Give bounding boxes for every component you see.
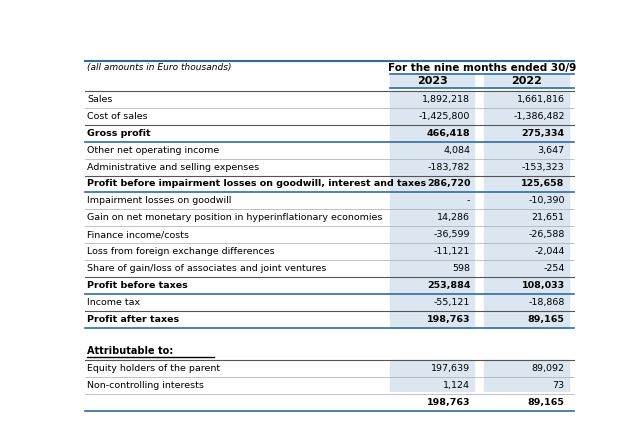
Text: 275,334: 275,334 <box>522 129 564 138</box>
Bar <box>390 108 474 124</box>
Text: 21,651: 21,651 <box>532 213 564 222</box>
Text: (all amounts in Euro thousands): (all amounts in Euro thousands) <box>88 64 232 72</box>
Bar <box>484 377 568 394</box>
Text: Income tax: Income tax <box>88 299 141 307</box>
Bar <box>484 158 568 176</box>
Bar <box>484 176 568 192</box>
Text: 125,658: 125,658 <box>521 179 564 188</box>
Text: Sales: Sales <box>88 95 113 104</box>
Text: 89,165: 89,165 <box>528 398 564 407</box>
Text: 198,763: 198,763 <box>427 398 470 407</box>
Text: Profit after taxes: Profit after taxes <box>88 315 180 324</box>
Text: 89,092: 89,092 <box>532 364 564 373</box>
Bar <box>390 176 474 192</box>
Text: 4,084: 4,084 <box>444 146 470 154</box>
Text: Other net operating income: Other net operating income <box>88 146 220 154</box>
Bar <box>390 90 474 108</box>
Text: -36,599: -36,599 <box>434 231 470 239</box>
Text: Share of gain/loss of associates and joint ventures: Share of gain/loss of associates and joi… <box>88 265 327 273</box>
Bar <box>390 158 474 176</box>
Bar <box>390 360 474 377</box>
Bar <box>390 124 474 142</box>
Text: 73: 73 <box>552 381 564 390</box>
Bar <box>390 209 474 226</box>
Bar <box>390 277 474 294</box>
Text: 2023: 2023 <box>417 76 447 86</box>
Text: -18,868: -18,868 <box>528 299 564 307</box>
Text: Equity holders of the parent: Equity holders of the parent <box>88 364 221 373</box>
Bar <box>390 243 474 260</box>
Text: -11,121: -11,121 <box>434 247 470 256</box>
Text: -26,588: -26,588 <box>528 231 564 239</box>
Text: 108,033: 108,033 <box>522 281 564 290</box>
Text: Finance income/costs: Finance income/costs <box>88 231 189 239</box>
Bar <box>484 192 568 209</box>
Text: Administrative and selling expenses: Administrative and selling expenses <box>88 163 260 172</box>
Bar <box>390 311 474 328</box>
Bar <box>484 142 568 158</box>
Bar <box>390 226 474 243</box>
Text: 1,661,816: 1,661,816 <box>516 95 564 104</box>
Text: 1,124: 1,124 <box>444 381 470 390</box>
Bar <box>484 294 568 311</box>
Text: Gain on net monetary position in hyperinflationary economies: Gain on net monetary position in hyperin… <box>88 213 383 222</box>
Bar <box>390 192 474 209</box>
Text: Profit before taxes: Profit before taxes <box>88 281 188 290</box>
Text: 1,892,218: 1,892,218 <box>422 95 470 104</box>
Bar <box>484 124 568 142</box>
Text: 14,286: 14,286 <box>437 213 470 222</box>
Bar <box>484 260 568 277</box>
Bar <box>484 108 568 124</box>
Text: -183,782: -183,782 <box>428 163 470 172</box>
Text: -254: -254 <box>543 265 564 273</box>
Text: Loss from foreign exchange differences: Loss from foreign exchange differences <box>88 247 275 256</box>
Bar <box>484 360 568 377</box>
Text: For the nine months ended 30/9: For the nine months ended 30/9 <box>388 64 576 74</box>
Text: 598: 598 <box>452 265 470 273</box>
Text: -1,425,800: -1,425,800 <box>419 112 470 120</box>
Bar <box>484 243 568 260</box>
Text: -153,323: -153,323 <box>522 163 564 172</box>
Text: 89,165: 89,165 <box>528 315 564 324</box>
Bar <box>484 311 568 328</box>
Bar <box>390 74 474 88</box>
Text: 3,647: 3,647 <box>538 146 564 154</box>
Bar <box>484 209 568 226</box>
Bar <box>390 394 474 411</box>
Bar <box>484 277 568 294</box>
Text: 197,639: 197,639 <box>431 364 470 373</box>
Text: 466,418: 466,418 <box>427 129 470 138</box>
Text: -: - <box>467 197 470 206</box>
Text: -1,386,482: -1,386,482 <box>513 112 564 120</box>
Text: -2,044: -2,044 <box>534 247 564 256</box>
Text: 198,763: 198,763 <box>427 315 470 324</box>
Text: Impairment losses on goodwill: Impairment losses on goodwill <box>88 197 232 206</box>
Bar <box>484 394 568 411</box>
Text: 253,884: 253,884 <box>427 281 470 290</box>
Bar <box>390 294 474 311</box>
Bar <box>390 142 474 158</box>
Text: Profit before impairment losses on goodwill, interest and taxes: Profit before impairment losses on goodw… <box>88 179 427 188</box>
Bar <box>484 226 568 243</box>
Text: Cost of sales: Cost of sales <box>88 112 148 120</box>
Text: Attributable to:: Attributable to: <box>88 346 173 356</box>
Text: -10,390: -10,390 <box>528 197 564 206</box>
Bar <box>484 74 568 88</box>
Bar <box>390 260 474 277</box>
Text: 2022: 2022 <box>511 76 542 86</box>
Text: Gross profit: Gross profit <box>88 129 151 138</box>
Bar <box>390 377 474 394</box>
Text: Non-controlling interests: Non-controlling interests <box>88 381 204 390</box>
Bar <box>484 90 568 108</box>
Text: 286,720: 286,720 <box>427 179 470 188</box>
Text: -55,121: -55,121 <box>434 299 470 307</box>
